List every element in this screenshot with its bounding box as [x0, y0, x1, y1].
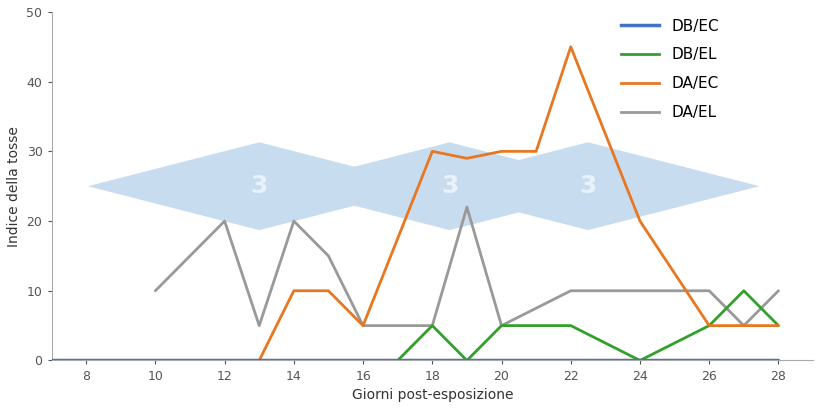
DA/EL	[427, 323, 437, 328]
Text: 3: 3	[251, 174, 268, 198]
DB/EL	[704, 323, 713, 328]
DA/EL	[324, 254, 333, 258]
Polygon shape	[278, 142, 620, 230]
DA/EC	[738, 323, 748, 328]
DA/EC	[634, 218, 644, 223]
DA/EC	[288, 288, 298, 293]
DA/EL	[219, 218, 229, 223]
Polygon shape	[416, 142, 758, 230]
DA/EC	[254, 358, 264, 363]
DA/EL	[772, 288, 782, 293]
DB/EL	[565, 323, 575, 328]
Y-axis label: Indice della tosse: Indice della tosse	[7, 126, 21, 247]
DA/EL	[704, 288, 713, 293]
DB/EL	[772, 323, 782, 328]
DA/EL	[288, 218, 298, 223]
DB/EL	[738, 288, 748, 293]
Legend: DB/EC, DB/EL, DA/EC, DA/EL: DB/EC, DB/EL, DA/EC, DA/EL	[614, 13, 725, 126]
DA/EL	[634, 288, 644, 293]
DA/EL	[150, 288, 160, 293]
DA/EL	[565, 288, 575, 293]
DA/EL	[461, 204, 471, 209]
DA/EC	[565, 44, 575, 49]
DB/EL	[392, 358, 402, 363]
DA/EC	[496, 149, 506, 154]
DB/EL	[427, 323, 437, 328]
DA/EC	[772, 323, 782, 328]
DB/EL	[634, 358, 644, 363]
Text: 3: 3	[441, 174, 458, 198]
DA/EL	[738, 323, 748, 328]
DA/EC	[531, 149, 541, 154]
Line: DA/EL: DA/EL	[155, 207, 777, 326]
DB/EL	[496, 323, 506, 328]
DA/EC	[427, 149, 437, 154]
DA/EC	[461, 156, 471, 161]
DA/EL	[496, 323, 506, 328]
X-axis label: Giorni post-esposizione: Giorni post-esposizione	[351, 388, 513, 402]
Line: DB/EL: DB/EL	[397, 291, 777, 360]
DA/EC	[704, 323, 713, 328]
DA/EL	[358, 323, 368, 328]
DA/EC	[358, 323, 368, 328]
DA/EL	[254, 323, 264, 328]
DA/EC	[324, 288, 333, 293]
DB/EL	[461, 358, 471, 363]
Polygon shape	[88, 142, 430, 230]
Line: DA/EC: DA/EC	[259, 47, 777, 360]
Text: 3: 3	[579, 174, 596, 198]
